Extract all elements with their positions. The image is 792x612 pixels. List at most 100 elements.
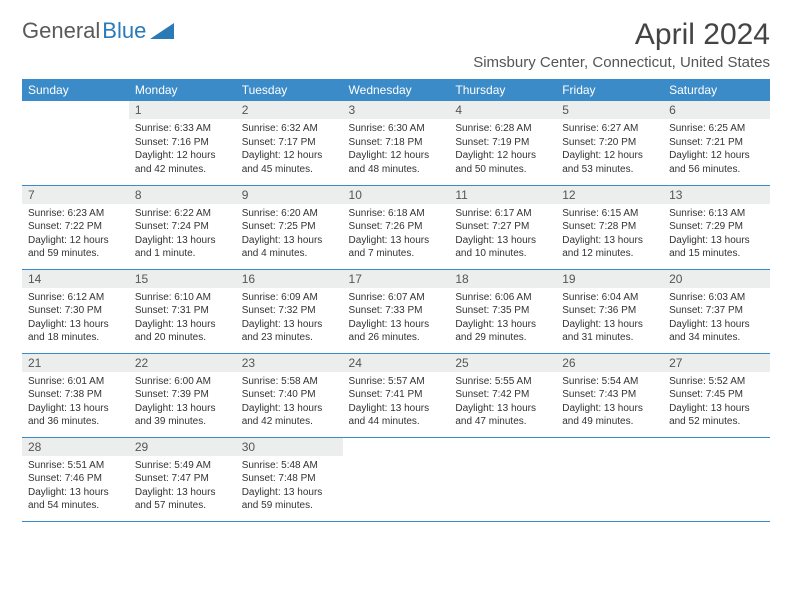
day-number: 25 — [449, 354, 556, 372]
day-line: Sunrise: 6:33 AM — [135, 122, 230, 136]
day-number: 10 — [343, 186, 450, 204]
day-line: and 12 minutes. — [562, 247, 657, 261]
calendar-cell: 11Sunrise: 6:17 AMSunset: 7:27 PMDayligh… — [449, 185, 556, 269]
day-line: Sunrise: 5:49 AM — [135, 459, 230, 473]
day-line: and 45 minutes. — [242, 163, 337, 177]
calendar-cell: 24Sunrise: 5:57 AMSunset: 7:41 PMDayligh… — [343, 353, 450, 437]
calendar-cell: 13Sunrise: 6:13 AMSunset: 7:29 PMDayligh… — [663, 185, 770, 269]
day-line: Daylight: 13 hours — [28, 486, 123, 500]
day-line: Sunset: 7:43 PM — [562, 388, 657, 402]
day-details: Sunrise: 5:48 AMSunset: 7:48 PMDaylight:… — [236, 456, 343, 517]
calendar-cell — [449, 437, 556, 521]
day-line: Daylight: 13 hours — [28, 402, 123, 416]
day-line: Sunset: 7:33 PM — [349, 304, 444, 318]
day-line: Daylight: 12 hours — [562, 149, 657, 163]
day-details: Sunrise: 5:52 AMSunset: 7:45 PMDaylight:… — [663, 372, 770, 433]
calendar-cell — [556, 437, 663, 521]
day-line: Sunset: 7:24 PM — [135, 220, 230, 234]
day-line: and 23 minutes. — [242, 331, 337, 345]
header: GeneralBlue April 2024 Simsbury Center, … — [22, 18, 770, 71]
day-line: Sunrise: 5:48 AM — [242, 459, 337, 473]
calendar-cell: 7Sunrise: 6:23 AMSunset: 7:22 PMDaylight… — [22, 185, 129, 269]
day-line: Sunset: 7:36 PM — [562, 304, 657, 318]
day-line: Sunrise: 5:54 AM — [562, 375, 657, 389]
logo-triangle-icon — [150, 23, 174, 39]
day-line: and 7 minutes. — [349, 247, 444, 261]
calendar-cell: 19Sunrise: 6:04 AMSunset: 7:36 PMDayligh… — [556, 269, 663, 353]
day-line: Sunrise: 5:57 AM — [349, 375, 444, 389]
day-details: Sunrise: 6:15 AMSunset: 7:28 PMDaylight:… — [556, 204, 663, 265]
day-details: Sunrise: 6:20 AMSunset: 7:25 PMDaylight:… — [236, 204, 343, 265]
calendar-cell: 14Sunrise: 6:12 AMSunset: 7:30 PMDayligh… — [22, 269, 129, 353]
day-line: Sunset: 7:20 PM — [562, 136, 657, 150]
day-line: Daylight: 13 hours — [135, 318, 230, 332]
day-number: 3 — [343, 101, 450, 119]
day-line: Sunset: 7:26 PM — [349, 220, 444, 234]
day-number: 18 — [449, 270, 556, 288]
day-details: Sunrise: 6:18 AMSunset: 7:26 PMDaylight:… — [343, 204, 450, 265]
day-line: Sunset: 7:39 PM — [135, 388, 230, 402]
day-line: Sunrise: 6:23 AM — [28, 207, 123, 221]
day-line: Sunrise: 5:51 AM — [28, 459, 123, 473]
calendar-week-row: 1Sunrise: 6:33 AMSunset: 7:16 PMDaylight… — [22, 101, 770, 185]
day-line: Sunrise: 6:13 AM — [669, 207, 764, 221]
day-details: Sunrise: 6:28 AMSunset: 7:19 PMDaylight:… — [449, 119, 556, 180]
day-line: Sunset: 7:38 PM — [28, 388, 123, 402]
day-number: 1 — [129, 101, 236, 119]
day-line: and 34 minutes. — [669, 331, 764, 345]
day-line: Sunset: 7:28 PM — [562, 220, 657, 234]
day-number: 5 — [556, 101, 663, 119]
day-number: 21 — [22, 354, 129, 372]
title-block: April 2024 Simsbury Center, Connecticut,… — [473, 18, 770, 71]
day-line: and 52 minutes. — [669, 415, 764, 429]
day-line: Sunset: 7:19 PM — [455, 136, 550, 150]
day-details: Sunrise: 6:33 AMSunset: 7:16 PMDaylight:… — [129, 119, 236, 180]
calendar-cell — [663, 437, 770, 521]
day-line: Sunset: 7:37 PM — [669, 304, 764, 318]
calendar-table: Sunday Monday Tuesday Wednesday Thursday… — [22, 79, 770, 522]
day-line: Sunrise: 6:06 AM — [455, 291, 550, 305]
day-number: 4 — [449, 101, 556, 119]
calendar-cell: 25Sunrise: 5:55 AMSunset: 7:42 PMDayligh… — [449, 353, 556, 437]
day-number: 12 — [556, 186, 663, 204]
calendar-cell: 9Sunrise: 6:20 AMSunset: 7:25 PMDaylight… — [236, 185, 343, 269]
day-details: Sunrise: 6:22 AMSunset: 7:24 PMDaylight:… — [129, 204, 236, 265]
month-title: April 2024 — [473, 18, 770, 52]
logo-text-general: General — [22, 18, 100, 44]
day-line: Daylight: 13 hours — [562, 318, 657, 332]
day-header: Wednesday — [343, 79, 450, 101]
day-line: and 18 minutes. — [28, 331, 123, 345]
day-line: Daylight: 13 hours — [455, 318, 550, 332]
day-line: Sunrise: 6:32 AM — [242, 122, 337, 136]
location-text: Simsbury Center, Connecticut, United Sta… — [473, 54, 770, 71]
day-line: and 4 minutes. — [242, 247, 337, 261]
day-line: Sunrise: 6:01 AM — [28, 375, 123, 389]
logo-text-blue: Blue — [102, 18, 146, 44]
calendar-cell — [343, 437, 450, 521]
calendar-cell: 3Sunrise: 6:30 AMSunset: 7:18 PMDaylight… — [343, 101, 450, 185]
day-line: Sunset: 7:31 PM — [135, 304, 230, 318]
day-details: Sunrise: 6:23 AMSunset: 7:22 PMDaylight:… — [22, 204, 129, 265]
day-line: Sunrise: 5:58 AM — [242, 375, 337, 389]
day-number: 30 — [236, 438, 343, 456]
day-line: Daylight: 13 hours — [669, 402, 764, 416]
day-line: and 20 minutes. — [135, 331, 230, 345]
day-header: Saturday — [663, 79, 770, 101]
calendar-cell: 20Sunrise: 6:03 AMSunset: 7:37 PMDayligh… — [663, 269, 770, 353]
day-line: Sunrise: 6:09 AM — [242, 291, 337, 305]
day-line: Sunrise: 6:04 AM — [562, 291, 657, 305]
day-number: 22 — [129, 354, 236, 372]
day-line: Sunrise: 6:15 AM — [562, 207, 657, 221]
day-number: 11 — [449, 186, 556, 204]
day-details: Sunrise: 6:09 AMSunset: 7:32 PMDaylight:… — [236, 288, 343, 349]
calendar-cell: 21 Sunrise: 6:01 AMSunset: 7:38 PMDayligh… — [22, 353, 129, 437]
day-line: Sunrise: 6:25 AM — [669, 122, 764, 136]
day-line: Sunrise: 6:00 AM — [135, 375, 230, 389]
day-header: Sunday — [22, 79, 129, 101]
day-number: 14 — [22, 270, 129, 288]
day-number: 7 — [22, 186, 129, 204]
calendar-cell: 2Sunrise: 6:32 AMSunset: 7:17 PMDaylight… — [236, 101, 343, 185]
day-number: 6 — [663, 101, 770, 119]
calendar-cell: 12Sunrise: 6:15 AMSunset: 7:28 PMDayligh… — [556, 185, 663, 269]
day-line: Daylight: 12 hours — [28, 234, 123, 248]
